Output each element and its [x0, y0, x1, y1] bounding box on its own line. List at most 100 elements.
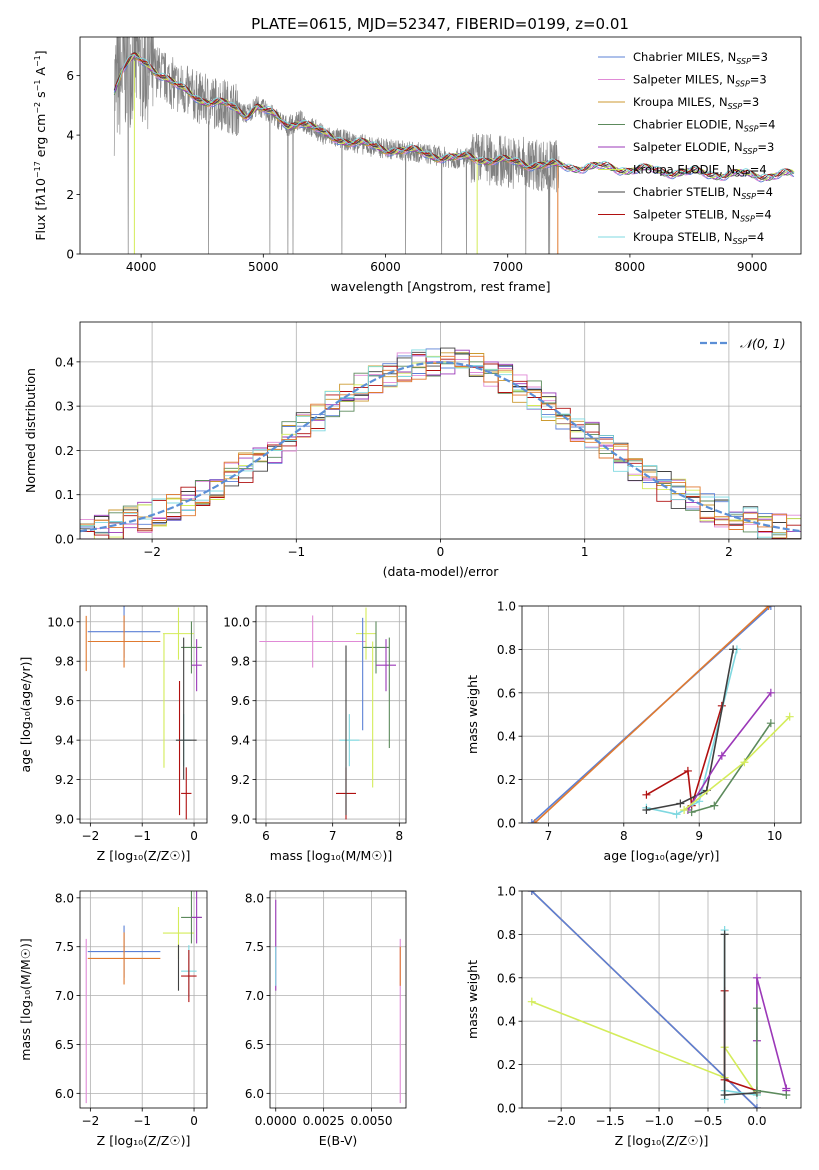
axes-frame [521, 890, 802, 1109]
x-tick-label: 0 [190, 1114, 198, 1128]
ticks: −2 −1 0 9.0 9.2 9.4 9.6 9.8 10.0 [47, 615, 198, 843]
y-axis-label: mass [log₁₀(M/M☉)] [18, 938, 33, 1060]
y-tick-label: 2 [66, 188, 74, 202]
axes-frame [269, 890, 407, 1109]
figure-title: PLATE=0615, MJD=52347, FIBERID=0199, z=0… [251, 15, 629, 33]
y-tick-label: 0.4 [497, 730, 516, 744]
x-axis-label: E(B-V) [319, 1133, 358, 1148]
series-marker [676, 799, 685, 808]
y-tick-label: 9.8 [231, 655, 250, 669]
plot-area [527, 891, 791, 1108]
series-line [723, 990, 758, 1092]
y-tick-label: 9.6 [231, 694, 250, 708]
series-line [723, 930, 758, 1100]
series-marker [720, 930, 729, 939]
x-tick-label: −2 [143, 545, 161, 559]
legend-label: Kroupa ELODIE, NSSP=4 [633, 163, 767, 179]
y-axis-label: mass weight [465, 960, 480, 1039]
x-tick-label: −1.0 [644, 1114, 673, 1128]
series-marker [687, 808, 696, 817]
y-tick-label: 4 [66, 129, 74, 143]
x-tick-label: 7 [545, 829, 553, 843]
y-tick-label: 7.0 [55, 989, 74, 1003]
y-tick-label: 0.4 [497, 1015, 516, 1029]
series-marker [729, 645, 738, 654]
x-tick-label: −2 [82, 829, 100, 843]
x-tick-label: 6 [262, 829, 270, 843]
y-tick-label: 8.0 [55, 891, 74, 905]
x-axis-label: Z [log₁₀(Z/Z☉)] [615, 1133, 709, 1148]
y-tick-label: 0.0 [497, 1102, 516, 1116]
ticks: −2 −1 0 6.0 6.5 7.0 7.5 8.0 [55, 891, 198, 1128]
x-tick-label: −1 [133, 829, 151, 843]
axes-frame [521, 605, 802, 824]
series-line [531, 891, 758, 1108]
mass-weight-vs-age-panel: age [log₁₀(age/yr)] mass weight 7 8 9 10 0.0 0.… [465, 600, 802, 863]
series-marker [683, 766, 692, 775]
x-tick-label: 10 [767, 829, 782, 843]
x-tick-label: 0 [437, 545, 445, 559]
plot-area [80, 347, 801, 539]
series-marker [710, 801, 719, 810]
legend-label: Kroupa MILES, NSSP=3 [633, 95, 759, 111]
x-axis-label: (data-model)/error [383, 564, 500, 579]
normal-curve [80, 361, 801, 533]
axes-frame [79, 605, 208, 824]
x-tick-label: 0 [190, 829, 198, 843]
legend-label: Salpeter MILES, NSSP=3 [633, 73, 767, 89]
x-tick-label: −0.5 [693, 1114, 722, 1128]
x-tick-label: 8 [396, 829, 404, 843]
model-spectrum-line [116, 54, 795, 179]
y-tick-label: 10.0 [223, 615, 250, 629]
x-tick-label: −2 [82, 1114, 100, 1128]
x-tick-label: 5000 [248, 260, 279, 274]
plot-area [275, 899, 401, 1104]
y-axis-label: Flux [fλ10−17 erg cm−2 s−1 A−1] [33, 50, 48, 240]
y-tick-label: 0.8 [497, 643, 516, 657]
y-tick-label: 6.5 [245, 1038, 264, 1052]
ticks: 6 7 8 9.0 9.2 9.4 9.6 9.8 10.0 [223, 615, 403, 843]
series-marker [642, 790, 651, 799]
ticks: 4000 5000 6000 7000 8000 9000 0 2 4 6 [66, 69, 767, 274]
y-axis-label: age [log₁₀(age/yr)] [18, 657, 33, 773]
x-tick-label: 8000 [615, 260, 646, 274]
y-tick-label: 9.8 [55, 655, 74, 669]
x-axis-label: wavelength [Angstrom, rest frame] [330, 279, 550, 294]
ticks: 0.0000 0.0025 0.0050 6.0 6.5 7.0 7.5 8.0 [245, 891, 393, 1128]
y-tick-label: 6 [66, 69, 74, 83]
series-marker [530, 819, 539, 823]
x-tick-label: 7 [329, 829, 337, 843]
age-vs-metallicity-panel: Z [log₁₀(Z/Z☉)] age [log₁₀(age/yr)] −2 −1 0 9… [18, 605, 208, 863]
y-tick-label: 7.5 [55, 940, 74, 954]
axes-frame [79, 36, 802, 255]
series-line [646, 649, 738, 816]
series-marker [752, 1086, 761, 1095]
legend-label: Salpeter ELODIE, NSSP=3 [633, 140, 774, 156]
x-axis-label: Z [log₁₀(Z/Z☉)] [97, 848, 191, 863]
x-tick-label: 7000 [492, 260, 523, 274]
ticks: −2 −1 0 1 2 0.0 0.1 0.2 0.3 0.4 [55, 355, 733, 559]
ticks: −2.0 −1.5 −1.0 −0.5 0.0 0.0 0.2 0.4 0.6 0.8 1.0 [497, 885, 767, 1129]
series-marker [766, 719, 775, 728]
series-marker [527, 819, 536, 823]
series-line [756, 977, 788, 1091]
series-line [531, 1000, 758, 1096]
x-tick-label: −2.0 [547, 1114, 576, 1128]
legend-label: Kroupa STELIB, NSSP=4 [633, 230, 764, 246]
y-tick-label: 9.0 [55, 813, 74, 827]
residuals-panel: (data-model)/error Normed distribution 𝒩(0… [23, 321, 802, 579]
axes-frame [255, 605, 407, 824]
series-marker [785, 712, 794, 721]
x-axis-label: age [log₁₀(age/yr)] [604, 848, 720, 863]
y-tick-label: 0.3 [55, 400, 74, 414]
plot-area [85, 606, 202, 820]
x-tick-label: −1 [133, 1114, 151, 1128]
y-tick-label: 9.4 [231, 734, 250, 748]
y-tick-label: 0.2 [497, 1058, 516, 1072]
y-tick-label: 10.0 [47, 615, 74, 629]
x-tick-label: 0.0 [747, 1114, 766, 1128]
residual-histogram [80, 355, 801, 539]
mass-vs-ebv-panel: E(B-V) 0.0000 0.0025 0.0050 6.0 6.5 7.0 7.5 8.0 [245, 890, 407, 1148]
y-tick-label: 9.2 [231, 773, 250, 787]
y-tick-label: 0.2 [55, 444, 74, 458]
